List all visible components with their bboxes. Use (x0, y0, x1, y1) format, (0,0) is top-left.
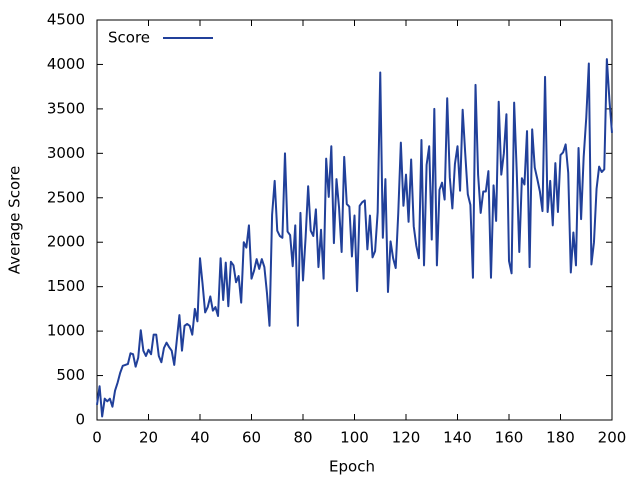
y-tick-label: 3000 (47, 144, 85, 162)
x-tick-label: 200 (598, 429, 627, 447)
x-tick-label: 80 (293, 429, 312, 447)
y-tick-label: 2000 (47, 233, 85, 251)
y-tick-label: 2500 (47, 188, 85, 206)
y-tick-label: 4000 (47, 55, 85, 73)
x-tick-label: 140 (443, 429, 472, 447)
x-axis-label: Epoch (329, 458, 375, 476)
legend-label: Score (108, 29, 150, 47)
x-tick-label: 40 (190, 429, 209, 447)
y-tick-label: 1000 (47, 322, 85, 340)
y-axis-label: Average Score (6, 166, 24, 274)
y-tick-label: 500 (56, 366, 85, 384)
series-line (96, 58, 613, 418)
y-tick-label: 4500 (47, 11, 85, 29)
x-tick-label: 0 (92, 429, 102, 447)
y-tick-label: 3500 (47, 99, 85, 117)
x-tick-label: 160 (495, 429, 524, 447)
x-tick-label: 20 (139, 429, 158, 447)
x-tick-label: 100 (340, 429, 369, 447)
x-tick-label: 180 (546, 429, 575, 447)
x-tick-label: 120 (392, 429, 421, 447)
y-tick-label: 1500 (47, 277, 85, 295)
y-tick-label: 0 (75, 411, 85, 429)
x-tick-label: 60 (242, 429, 261, 447)
